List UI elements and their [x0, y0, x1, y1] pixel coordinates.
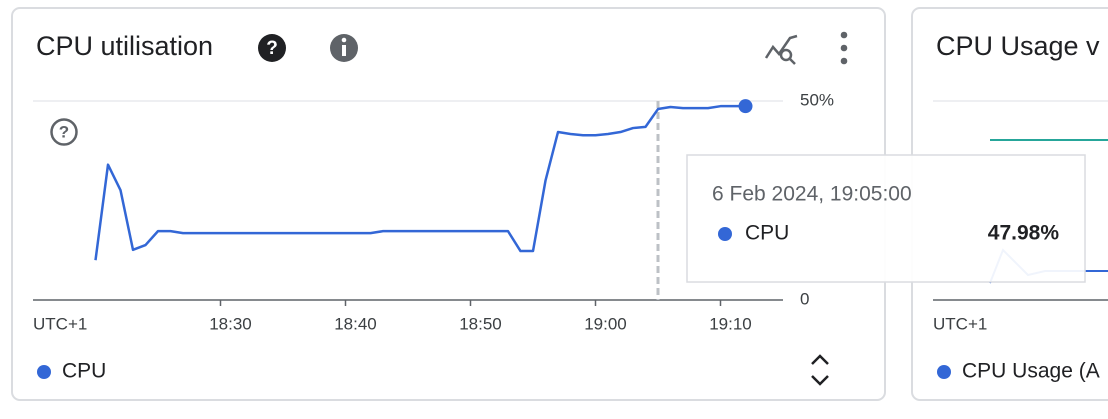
x-tick-label: 18:40 [334, 314, 377, 333]
x-tick-label: UTC+1 [33, 314, 87, 333]
y-tick-label: 50% [800, 90, 834, 109]
x-tick-label: UTC+1 [933, 314, 987, 333]
tooltip-value: 47.98% [988, 222, 1060, 245]
y-tick-label: 0 [800, 289, 809, 308]
x-tick-label: 19:10 [709, 314, 752, 333]
legend-dot [937, 365, 951, 379]
more-icon[interactable] [840, 31, 848, 65]
legend-dot [37, 365, 51, 379]
help-icon[interactable]: ? [258, 34, 286, 62]
legend-label: CPU Usage (A [962, 360, 1100, 383]
line [94, 104, 746, 261]
svg-text:?: ? [266, 38, 278, 59]
x-tick-label: 19:00 [584, 314, 627, 333]
legend-label: CPU [62, 360, 106, 383]
x-tick-label: 18:50 [459, 314, 502, 333]
x-tick-label: 18:30 [209, 314, 252, 333]
svg-text:?: ? [59, 122, 69, 141]
explore-icon[interactable] [764, 34, 798, 65]
tooltip-series: CPU [745, 222, 789, 245]
tooltip-dot [718, 227, 732, 241]
chart-help-icon[interactable]: ? [50, 118, 78, 146]
card-title: CPU utilisation [36, 31, 213, 61]
tooltip-date: 6 Feb 2024, 19:05:00 [712, 183, 912, 206]
tooltip [686, 154, 1086, 283]
end-point [738, 99, 753, 114]
card-title: CPU Usage v [936, 31, 1100, 61]
expand-icon[interactable] [811, 354, 829, 386]
info-icon[interactable] [330, 34, 358, 62]
